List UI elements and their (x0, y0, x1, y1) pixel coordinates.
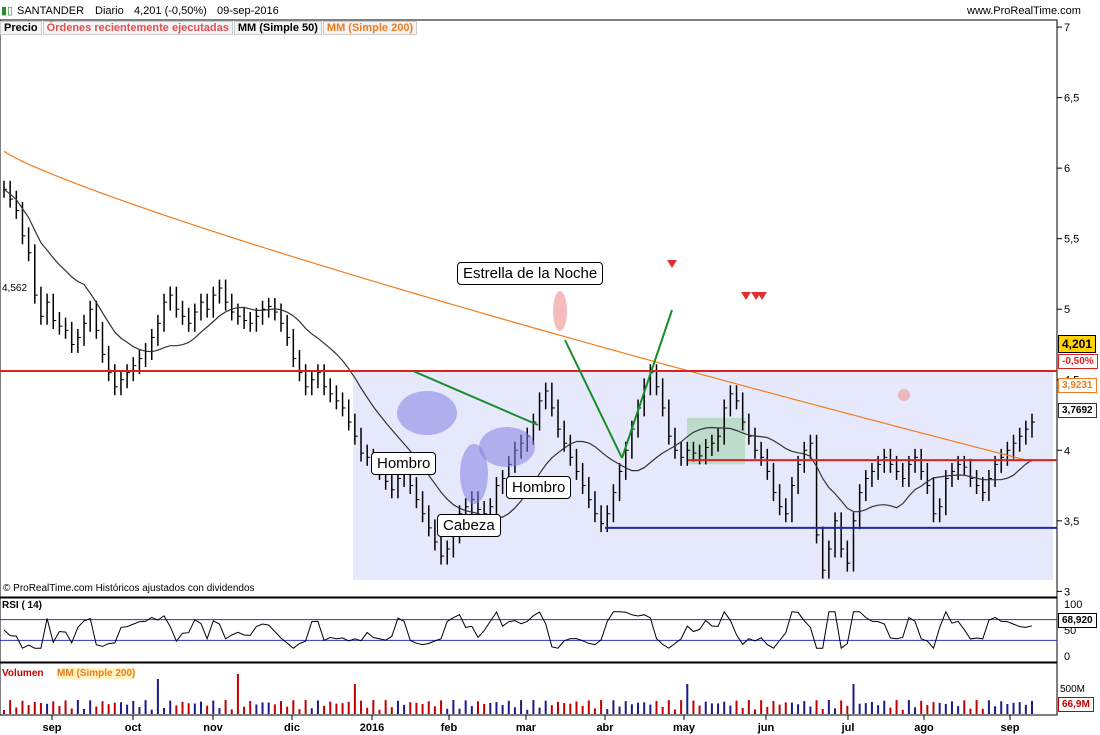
down-trend (564, 339, 623, 459)
head-ellipse (460, 444, 488, 504)
volume-ma-label: MM (Simple 200) (57, 668, 136, 679)
consolidation-box (687, 417, 745, 465)
x-tick-label: ago (914, 722, 934, 734)
ma200-line (3, 150, 1033, 463)
x-tick-label: sep (43, 722, 62, 734)
x-tick-label: may (673, 722, 696, 734)
neckline-trend (412, 370, 539, 426)
quote: 4,201 (-0,50%) (134, 5, 207, 17)
evening-star-marker (553, 291, 567, 331)
head-callout: Cabeza (437, 514, 501, 537)
legend-price[interactable]: Precio (0, 21, 42, 35)
y-tick-label: 3,5 (1064, 516, 1079, 528)
x-tick-label: sep (1001, 722, 1020, 734)
site-url[interactable]: www.ProRealTime.com (967, 5, 1081, 17)
last-price-tag: 4,201 (1058, 335, 1097, 353)
y-tick-label: 4 (1064, 445, 1070, 457)
legend-orders[interactable]: Órdenes recientemente ejecutadas (42, 21, 233, 35)
change-tag: -0,50% (1058, 354, 1098, 369)
ticker: SANTANDER (17, 5, 85, 17)
ma50-line (3, 188, 1033, 520)
volume-label: Volumen (2, 668, 44, 679)
x-tick-label: oct (125, 722, 142, 734)
left-shoulder-callout: Hombro (371, 452, 437, 475)
x-tick-label: jul (841, 722, 855, 734)
x-tick-label: dic (284, 722, 300, 734)
left-shoulder-ellipse (397, 391, 457, 435)
rsi-panel (0, 597, 1058, 663)
rsi-tick-label: 50 (1064, 625, 1076, 637)
legend-bar: Precio Órdenes recientemente ejecutadas … (0, 21, 418, 35)
rsi-value-tag: 68,920 (1058, 613, 1097, 628)
rsi-tick-label: 0 (1064, 651, 1070, 663)
y-tick-label: 6 (1064, 163, 1070, 175)
y-tick-label: 7 (1064, 22, 1070, 34)
candle-icon: ▮▯ (1, 5, 14, 17)
sell-arrow-icon (741, 292, 751, 300)
period: Diario (95, 5, 124, 17)
y-tick-label: 5,5 (1064, 234, 1079, 246)
rsi-line (3, 610, 1033, 650)
y-tick-label: 3 (1064, 586, 1070, 598)
ma50-tag: 3,7692 (1058, 403, 1097, 418)
x-tick-label: jun (757, 722, 775, 734)
up-trend (621, 309, 673, 459)
volume-axis-label: 500M (1060, 684, 1086, 695)
x-tick-label: 2016 (360, 722, 384, 734)
rsi-label: RSI ( 14) (2, 600, 43, 611)
right-shoulder-ellipse (479, 427, 535, 467)
legend-ma50[interactable]: MM (Simple 50) (233, 21, 322, 35)
x-tick-label: feb (441, 722, 458, 734)
footer-note: © ProRealTime.com Históricos ajustados c… (3, 583, 255, 594)
y-tick-label: 6,5 (1064, 93, 1079, 105)
y-tick-label: 5 (1064, 304, 1070, 316)
legend-ma200[interactable]: MM (Simple 200) (322, 21, 418, 35)
x-tick-label: nov (203, 722, 223, 734)
sell-arrow-icon (757, 292, 767, 300)
rsi-tick-label: 100 (1064, 599, 1082, 611)
volume-value-tag: 66,9M (1058, 697, 1094, 712)
x-tick-label: abr (596, 722, 614, 734)
x-tick-label: mar (516, 722, 537, 734)
ma200-tag: 3,9231 (1058, 378, 1097, 393)
right-shoulder-callout: Hombro (506, 476, 572, 499)
evening-star-callout: Estrella de la Noche (457, 262, 604, 285)
quote-date: 09-sep-2016 (217, 5, 279, 17)
sell-arrow-icon (667, 260, 677, 268)
pink-marker (898, 389, 910, 401)
chart-header: ▮▯ SANTANDER Diario 4,201 (-0,50%) 09-se… (0, 0, 1100, 20)
resistance-label: 4,562 (2, 283, 28, 294)
